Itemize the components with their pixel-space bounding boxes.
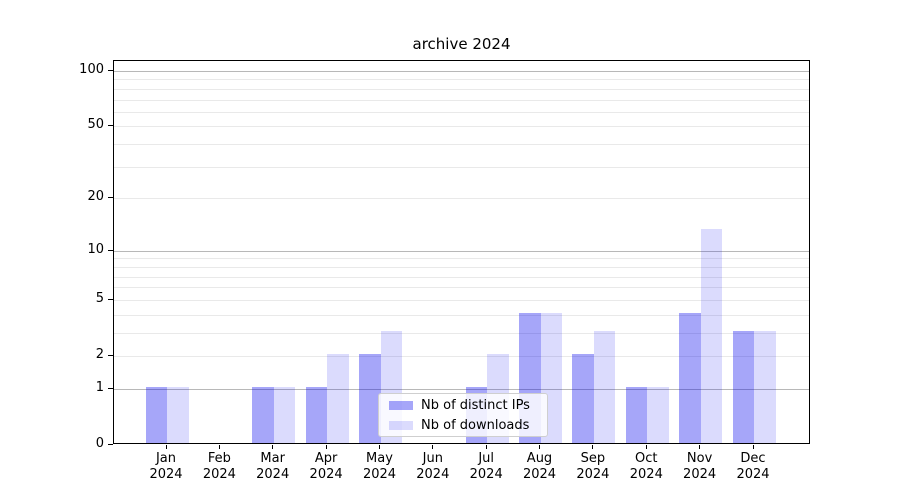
bar-downloads-nov — [700, 229, 723, 443]
y-axis-tick-100 — [108, 70, 113, 71]
gridline-major-1 — [114, 388, 809, 390]
gridline-minor-70 — [114, 99, 809, 101]
gridline-minor-60 — [114, 111, 809, 113]
x-tick-label-jul: Jul 2024 — [469, 451, 503, 482]
gridline-minor-50 — [114, 126, 809, 128]
gridline-minor-40 — [114, 144, 809, 146]
x-axis-tick-apr — [325, 445, 327, 449]
y-axis-tick-2 — [108, 355, 113, 356]
gridline-major-100 — [114, 71, 809, 72]
legend-item-distinct-ips: Nb of distinct IPs — [389, 398, 547, 413]
bar-downloads-mar — [273, 386, 296, 443]
x-axis-tick-may — [379, 445, 380, 449]
y-tick-label-2: 2 — [95, 347, 104, 362]
y-axis-tick-1 — [108, 387, 113, 389]
gridline-minor-8 — [114, 266, 809, 268]
x-tick-label-jan: Jan 2024 — [149, 451, 183, 482]
x-tick-label-aug: Aug 2024 — [522, 451, 557, 482]
x-axis-tick-aug — [539, 445, 540, 449]
gridline-minor-3 — [114, 332, 809, 334]
gridline-minor-90 — [114, 79, 809, 81]
y-tick-label-50: 50 — [87, 117, 104, 133]
legend-label-distinct-ips: Nb of distinct IPs — [421, 397, 530, 413]
x-axis-tick-jul — [485, 445, 487, 449]
chart-title: archive 2024 — [412, 35, 511, 53]
legend-label-downloads: Nb of downloads — [421, 417, 530, 433]
x-tick-label-mar: Mar 2024 — [256, 451, 290, 482]
legend-swatch-distinct-ips-icon — [389, 400, 413, 410]
bar-distinct-ips-nov — [679, 312, 701, 443]
x-axis-tick-jan — [165, 445, 167, 449]
y-tick-label-1: 1 — [95, 379, 104, 395]
x-tick-label-feb: Feb 2024 — [202, 451, 236, 482]
bar-distinct-ips-dec — [732, 330, 754, 443]
bar-distinct-ips-sep — [572, 354, 594, 443]
y-tick-label-0: 0 — [95, 436, 104, 451]
y-tick-label-10: 10 — [87, 241, 104, 257]
x-tick-label-may: May 2024 — [362, 451, 397, 482]
bar-distinct-ips-oct — [625, 386, 648, 443]
x-tick-label-jun: Jun 2024 — [416, 451, 450, 482]
bar-distinct-ips-jan — [145, 386, 167, 443]
bar-distinct-ips-mar — [252, 386, 274, 443]
x-axis-tick-sep — [592, 445, 594, 449]
x-tick-label-apr: Apr 2024 — [309, 451, 343, 482]
gridline-major-10 — [114, 250, 809, 252]
x-axis-tick-nov — [699, 445, 701, 449]
gridline-minor-30 — [114, 166, 809, 168]
x-tick-label-nov: Nov 2024 — [683, 451, 717, 482]
bar-downloads-dec — [754, 330, 776, 443]
x-tick-label-oct: Oct 2024 — [629, 451, 663, 482]
bar-distinct-ips-apr — [305, 386, 328, 443]
gridline-minor-6 — [114, 287, 809, 289]
x-axis-tick-jun — [432, 445, 434, 449]
y-axis-tick-50 — [108, 125, 113, 127]
x-axis-tick-feb — [218, 445, 220, 449]
y-axis-tick-0 — [108, 444, 113, 445]
bar-downloads-jan — [167, 386, 189, 443]
gridline-minor-7 — [114, 276, 809, 278]
gridline-minor-80 — [114, 88, 809, 90]
gridline-minor-5 — [114, 299, 809, 301]
x-axis-tick-mar — [272, 445, 274, 449]
bar-downloads-sep — [593, 330, 616, 443]
gridline-minor-2 — [114, 356, 809, 357]
y-tick-label-5: 5 — [95, 290, 104, 306]
legend-swatch-downloads-icon — [389, 420, 413, 430]
x-axis-tick-dec — [752, 445, 754, 449]
bar-downloads-oct — [647, 386, 669, 443]
y-axis-tick-20 — [108, 197, 113, 199]
gridline-minor-9 — [114, 258, 809, 260]
plot-area — [113, 60, 810, 444]
x-tick-label-dec: Dec 2024 — [736, 451, 770, 482]
y-tick-label-100: 100 — [79, 62, 104, 77]
gridline-minor-20 — [114, 198, 809, 200]
gridline-minor-4 — [114, 314, 809, 316]
x-tick-label-sep: Sep 2024 — [576, 451, 610, 482]
y-axis-tick-10 — [108, 249, 113, 251]
legend-item-downloads: Nb of downloads — [389, 418, 547, 433]
legend: Nb of distinct IPs Nb of downloads — [378, 393, 548, 437]
y-tick-label-20: 20 — [87, 189, 104, 205]
y-axis-tick-5 — [108, 298, 113, 300]
bar-distinct-ips-may — [359, 354, 381, 443]
x-axis-tick-oct — [645, 445, 647, 449]
bar-downloads-apr — [327, 354, 349, 443]
